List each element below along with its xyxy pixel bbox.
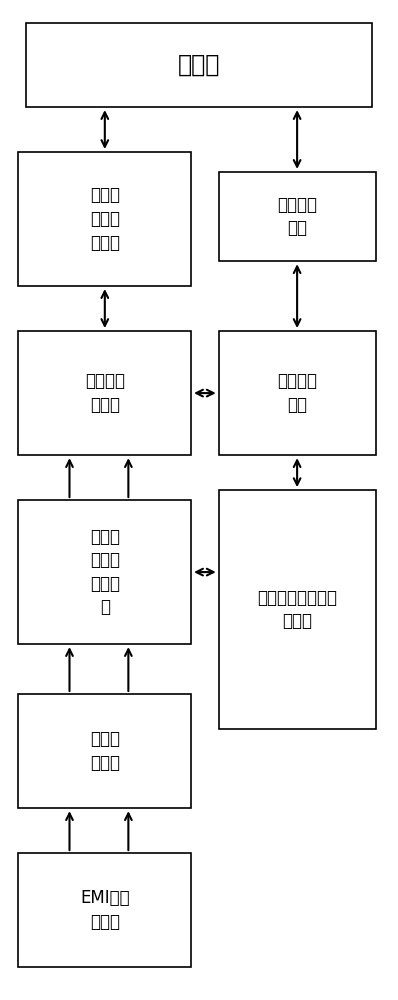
FancyBboxPatch shape (18, 500, 191, 644)
Text: 单相高频
变换器: 单相高频 变换器 (85, 372, 125, 414)
FancyBboxPatch shape (219, 490, 376, 729)
Text: 带通滤波低失真振
荡电路: 带通滤波低失真振 荡电路 (257, 589, 337, 630)
Text: EMI单相
滤波器: EMI单相 滤波器 (80, 889, 130, 931)
Text: 线性驱动
电路: 线性驱动 电路 (277, 196, 317, 237)
Text: 可控硅
整流器: 可控硅 整流器 (90, 730, 120, 772)
Text: 升压型
功率因
数校正
器: 升压型 功率因 数校正 器 (90, 528, 120, 616)
FancyBboxPatch shape (219, 331, 376, 455)
FancyBboxPatch shape (219, 172, 376, 261)
Text: 单片机: 单片机 (178, 53, 220, 77)
FancyBboxPatch shape (18, 152, 191, 286)
FancyBboxPatch shape (18, 694, 191, 808)
Text: 采样保护
电路: 采样保护 电路 (277, 372, 317, 414)
FancyBboxPatch shape (26, 23, 372, 107)
FancyBboxPatch shape (18, 853, 191, 967)
FancyBboxPatch shape (18, 331, 191, 455)
Text: 射极耦
合式放
大电路: 射极耦 合式放 大电路 (90, 186, 120, 252)
